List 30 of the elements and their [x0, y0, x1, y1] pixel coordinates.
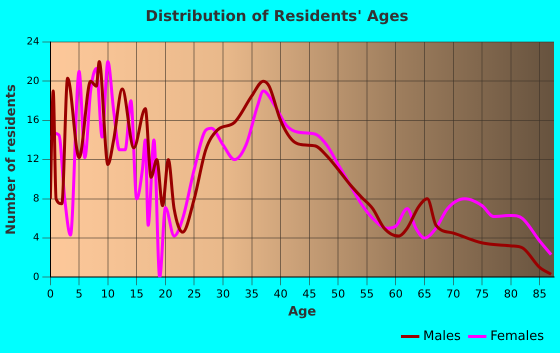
x-tick-label: 15: [130, 288, 144, 301]
x-tick-label: 75: [475, 288, 490, 301]
y-tick-label: 20: [26, 76, 40, 87]
x-axis-title: Age: [288, 304, 316, 320]
x-tick-label: 35: [244, 288, 259, 301]
x-tick-label: 10: [100, 288, 115, 301]
x-tick-label: 60: [388, 288, 403, 301]
x-tick-label: 30: [216, 288, 230, 301]
chart-title: Distribution of Residents' Ages: [146, 6, 409, 25]
x-tick-label: 25: [187, 288, 202, 301]
legend-label: Males: [423, 328, 461, 344]
y-tick-label: 0: [32, 272, 40, 283]
x-tick-label: 80: [504, 288, 518, 301]
x-tick-label: 45: [302, 288, 316, 301]
y-tick-label: 24: [26, 36, 40, 48]
legend-label: Females: [490, 328, 544, 344]
y-axis-title: Number of residents: [4, 84, 20, 235]
x-tick-label: 65: [417, 288, 432, 301]
x-tick-label: 70: [446, 288, 460, 301]
y-tick-label: 4: [32, 232, 40, 244]
x-tick-label: 85: [532, 288, 547, 301]
x-tick-label: 20: [158, 288, 172, 301]
x-tick-label: 0: [46, 288, 54, 301]
y-tick-label: 8: [32, 193, 40, 204]
y-tick-label: 16: [26, 114, 40, 126]
x-tick-label: 40: [274, 288, 288, 301]
y-tick-label: 12: [26, 154, 40, 166]
x-tick-label: 55: [360, 288, 374, 301]
x-tick-label: 50: [331, 288, 346, 301]
x-tick-label: 5: [76, 288, 83, 301]
